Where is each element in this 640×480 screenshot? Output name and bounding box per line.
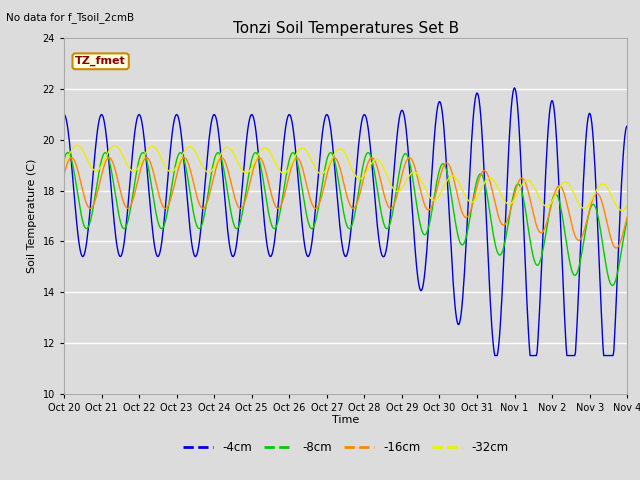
-4cm xyxy=(186,220,193,226)
-32cm xyxy=(216,153,224,158)
-16cm xyxy=(60,172,68,178)
-16cm xyxy=(431,192,439,198)
-4cm xyxy=(511,85,518,91)
-8cm xyxy=(71,174,79,180)
Legend: -4cm, -8cm, -16cm, -32cm: -4cm, -8cm, -16cm, -32cm xyxy=(179,436,513,459)
-4cm xyxy=(215,134,223,140)
Line: -16cm: -16cm xyxy=(64,157,627,248)
-32cm xyxy=(186,144,194,150)
Y-axis label: Soil Temperature (C): Soil Temperature (C) xyxy=(27,159,37,273)
Line: -32cm: -32cm xyxy=(64,145,627,210)
Title: Tonzi Soil Temperatures Set B: Tonzi Soil Temperatures Set B xyxy=(232,21,459,36)
-8cm xyxy=(216,152,224,157)
-16cm xyxy=(215,157,223,163)
-16cm xyxy=(623,214,631,220)
-32cm xyxy=(623,203,631,208)
-4cm xyxy=(431,132,438,138)
-8cm xyxy=(431,188,439,193)
-32cm xyxy=(618,207,625,213)
-8cm xyxy=(129,191,137,197)
-32cm xyxy=(431,197,439,203)
-16cm xyxy=(612,245,620,251)
-8cm xyxy=(64,150,72,156)
-8cm xyxy=(415,215,422,221)
-8cm xyxy=(186,190,194,196)
Line: -4cm: -4cm xyxy=(64,88,627,356)
-16cm xyxy=(406,155,413,160)
-16cm xyxy=(415,180,422,186)
-4cm xyxy=(414,276,422,282)
-8cm xyxy=(609,283,616,288)
-8cm xyxy=(623,218,631,224)
Line: -8cm: -8cm xyxy=(64,153,627,286)
Text: TZ_fmet: TZ_fmet xyxy=(76,56,126,66)
-4cm xyxy=(70,192,78,198)
-32cm xyxy=(70,144,78,149)
-16cm xyxy=(70,157,78,163)
-4cm xyxy=(623,123,631,129)
Text: No data for f_Tsoil_2cmB: No data for f_Tsoil_2cmB xyxy=(6,12,134,23)
X-axis label: Time: Time xyxy=(332,415,359,425)
-8cm xyxy=(60,157,68,163)
-16cm xyxy=(128,199,136,205)
-32cm xyxy=(60,162,68,168)
-32cm xyxy=(74,142,81,148)
-32cm xyxy=(129,168,137,174)
-4cm xyxy=(60,112,68,118)
-4cm xyxy=(128,155,136,160)
-16cm xyxy=(186,164,193,169)
-4cm xyxy=(491,353,499,359)
-32cm xyxy=(415,173,422,179)
